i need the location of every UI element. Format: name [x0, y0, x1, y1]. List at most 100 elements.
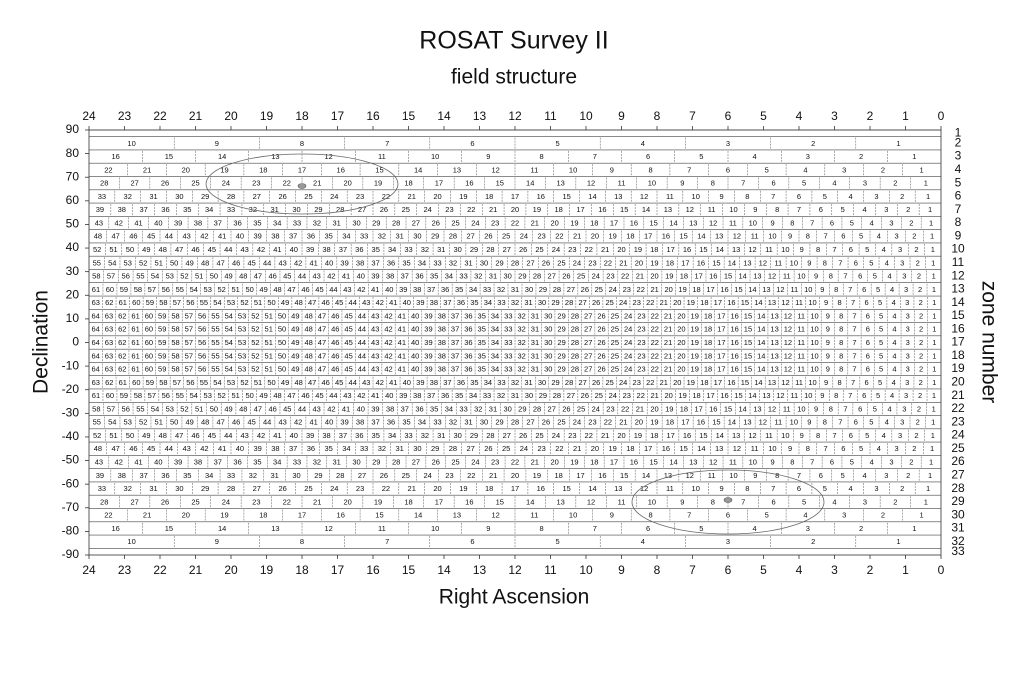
field-number: 60: [145, 365, 153, 374]
field-number: 21: [143, 165, 151, 174]
field-number: 49: [291, 311, 299, 320]
field-number: 24: [624, 338, 632, 347]
field-number: 16: [727, 378, 735, 387]
field-number: 18: [666, 258, 674, 267]
field-number: 35: [430, 272, 438, 281]
field-number: 30: [175, 192, 183, 201]
field-number: 28: [486, 245, 494, 254]
field-number: 34: [491, 325, 499, 334]
field-number: 41: [309, 418, 317, 427]
field-number: 4: [885, 418, 889, 427]
y-tick-label: -90: [62, 547, 80, 561]
field-number: 52: [240, 378, 248, 387]
field-number: 25: [402, 205, 410, 214]
field-number: 7: [810, 218, 814, 227]
field-number: 15: [699, 431, 707, 440]
field-number: 9: [215, 139, 219, 148]
field-number: 37: [339, 245, 347, 254]
field-number: 23: [633, 378, 641, 387]
field-number: 15: [741, 378, 749, 387]
field-number: 2: [914, 431, 918, 440]
field-number: 14: [642, 471, 650, 480]
field-number: 30: [352, 218, 360, 227]
field-number: 55: [136, 272, 144, 281]
field-number: 28: [336, 471, 344, 480]
field-number: 49: [142, 431, 150, 440]
field-number: 6: [726, 165, 730, 174]
field-number: 61: [131, 338, 139, 347]
field-number: 25: [451, 218, 459, 227]
field-number: 5: [699, 524, 703, 533]
field-number: 1: [928, 471, 932, 480]
field-number: 4: [641, 139, 645, 148]
field-number: 20: [635, 258, 643, 267]
field-number: 8: [300, 139, 304, 148]
field-number: 10: [804, 391, 812, 400]
field-number: 33: [227, 205, 235, 214]
field-number: 1: [932, 338, 936, 347]
y-tick-label: -60: [62, 476, 80, 490]
field-number: 32: [313, 458, 321, 467]
field-number: 12: [784, 311, 792, 320]
field-number: 56: [162, 391, 170, 400]
field-number: 35: [455, 391, 463, 400]
field-number: 13: [614, 192, 622, 201]
field-number: 22: [104, 511, 112, 520]
field-number: 15: [712, 258, 720, 267]
field-number: 44: [224, 245, 232, 254]
field-number: 39: [424, 338, 432, 347]
field-number: 3: [902, 404, 906, 413]
field-number: 54: [151, 404, 159, 413]
field-number: 62: [118, 338, 126, 347]
field-number: 10: [127, 139, 135, 148]
field-number: 38: [430, 298, 438, 307]
field-number: 38: [438, 365, 446, 374]
field-number: 28: [533, 272, 541, 281]
field-number: 8: [540, 524, 544, 533]
field-number: 21: [660, 298, 668, 307]
field-number: 7: [797, 471, 801, 480]
field-number: 19: [687, 298, 695, 307]
field-number: 12: [686, 471, 694, 480]
field-number: 19: [374, 497, 382, 506]
field-number: 32: [474, 272, 482, 281]
field-number: 7: [593, 524, 597, 533]
x-tick-label-bottom: 19: [260, 563, 274, 577]
field-number: 48: [159, 431, 167, 440]
field-number: 21: [636, 272, 644, 281]
field-number: 3: [842, 165, 846, 174]
field-number: 52: [251, 311, 259, 320]
field-number: 55: [136, 404, 144, 413]
field-number: 1: [932, 272, 936, 281]
field-number: 17: [644, 444, 652, 453]
field-number: 11: [774, 418, 782, 427]
field-number: 45: [247, 258, 255, 267]
field-number: 2: [881, 511, 885, 520]
field-number: 27: [584, 351, 592, 360]
field-number: 3: [884, 205, 888, 214]
field-number: 3: [900, 258, 904, 267]
field-number: 51: [109, 245, 117, 254]
field-number: 34: [273, 458, 281, 467]
field-number: 12: [768, 272, 776, 281]
field-number: 5: [865, 431, 869, 440]
field-number: 40: [385, 285, 393, 294]
x-tick-label-bottom: 2: [867, 563, 874, 577]
field-number: 4: [892, 298, 896, 307]
field-number: 15: [744, 351, 752, 360]
field-number: 6: [866, 325, 870, 334]
field-number: 52: [180, 272, 188, 281]
field-number: 7: [843, 272, 847, 281]
field-number: 50: [278, 351, 286, 360]
field-number: 34: [342, 232, 350, 241]
x-tick-label-top: 23: [118, 109, 132, 123]
field-number: 17: [717, 338, 725, 347]
field-number: 61: [131, 325, 139, 334]
field-number: 38: [386, 272, 394, 281]
y-tick-label: 20: [66, 287, 80, 301]
field-number: 14: [739, 272, 747, 281]
field-number: 41: [398, 311, 406, 320]
field-number: 26: [562, 272, 570, 281]
field-number: 25: [595, 285, 603, 294]
field-number: 40: [236, 232, 244, 241]
